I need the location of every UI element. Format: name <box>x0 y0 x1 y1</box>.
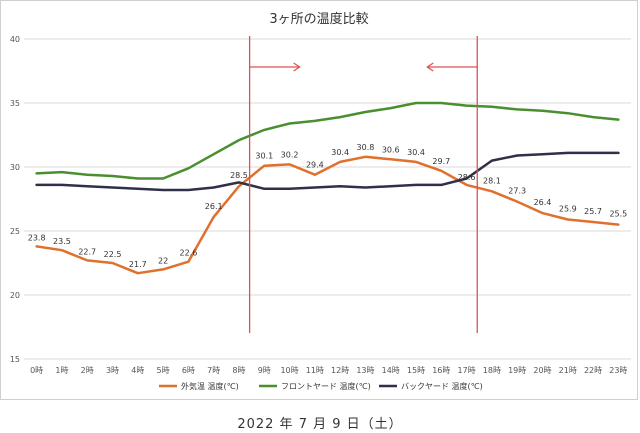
legend-item-0: 外気温 温度(℃) <box>159 381 239 391</box>
data-label: 28.1 <box>483 176 501 185</box>
data-label: 30.8 <box>357 143 375 152</box>
data-label: 21.7 <box>129 260 147 269</box>
x-tick-label: 3時 <box>106 366 119 375</box>
y-tick-label: 25 <box>10 227 20 236</box>
x-tick-label: 4時 <box>131 366 144 375</box>
x-tick-label: 1時 <box>55 366 68 375</box>
data-label: 28.5 <box>230 171 248 180</box>
data-label: 30.4 <box>331 148 349 157</box>
legend-item-1: フロントヤード 温度(℃) <box>259 381 371 391</box>
x-tick-label: 17時 <box>458 366 476 375</box>
x-tick-label: 18時 <box>483 366 501 375</box>
y-tick-label: 40 <box>10 35 20 44</box>
x-tick-label: 15時 <box>407 366 425 375</box>
data-label: 22.6 <box>179 249 197 258</box>
footer-date: 2022 年 7 月 9 日（土） <box>237 417 403 432</box>
data-label: 27.3 <box>508 187 526 196</box>
series-layer <box>35 101 620 275</box>
data-label: 26.1 <box>205 202 223 211</box>
x-axis-tick-labels: 0時 1時 2時 3時 4時 5時 6時 7時 8時 9時 10時 11時 12時 13時 14時 15時 16… <box>30 366 627 375</box>
x-tick-label: 20時 <box>533 366 551 375</box>
marker-arrow-right <box>249 62 301 72</box>
x-tick-label: 10時 <box>280 366 298 375</box>
data-label: 29.4 <box>306 161 324 170</box>
y-axis-tick-labels: 15 20 25 30 35 40 <box>10 35 20 364</box>
y-tick-label: 15 <box>10 355 20 364</box>
data-label: 25.5 <box>609 210 627 219</box>
data-label: 22.5 <box>104 250 122 259</box>
y-tick-label: 20 <box>10 291 20 300</box>
x-tick-label: 13時 <box>356 366 374 375</box>
legend-label: バックヤード 温度(℃) <box>401 381 483 391</box>
data-label: 26.4 <box>534 198 552 207</box>
series-line-1 <box>35 101 620 180</box>
x-tick-label: 11時 <box>306 366 324 375</box>
data-label: 22 <box>158 256 168 265</box>
temperature-line-chart: 3ヶ所の温度比較 15 20 25 30 35 40 0時 1時 2時 3時 4時 5時 6時 7時 8時… <box>10 11 631 391</box>
data-label: 30.6 <box>382 145 400 154</box>
x-tick-label: 5時 <box>157 366 170 375</box>
y-tick-label: 30 <box>10 163 20 172</box>
x-tick-label: 8時 <box>232 366 245 375</box>
data-label: 22.7 <box>78 247 96 256</box>
data-label: 30.2 <box>281 150 299 159</box>
x-tick-label: 14時 <box>382 366 400 375</box>
data-label: 25.7 <box>584 207 602 216</box>
x-tick-label: 16時 <box>432 366 450 375</box>
x-tick-label: 21時 <box>559 366 577 375</box>
y-tick-label: 35 <box>10 99 20 108</box>
x-tick-label: 0時 <box>30 366 43 375</box>
marker-layer <box>248 36 478 333</box>
legend-item-2: バックヤード 温度(℃) <box>379 381 483 391</box>
x-tick-label: 12時 <box>331 366 349 375</box>
legend: 外気温 温度(℃) フロントヤード 温度(℃) バックヤード 温度(℃) <box>159 381 483 391</box>
data-label: 25.9 <box>559 204 577 213</box>
x-tick-label: 2時 <box>81 366 94 375</box>
x-tick-label: 22時 <box>584 366 602 375</box>
data-label: 23.5 <box>53 237 71 246</box>
data-label: 29.7 <box>432 157 450 166</box>
x-tick-label: 9時 <box>258 366 271 375</box>
data-labels: 23.8 23.5 22.7 22.5 21.7 22 22.6 26.1 28.5 30.1 30… <box>28 143 628 269</box>
data-label: 30.4 <box>407 148 425 157</box>
x-tick-label: 23時 <box>609 366 627 375</box>
x-tick-label: 19時 <box>508 366 526 375</box>
data-label: 23.8 <box>28 233 46 242</box>
data-label: 30.1 <box>255 152 273 161</box>
series-line-2 <box>35 151 620 192</box>
legend-label: 外気温 温度(℃) <box>181 381 239 391</box>
marker-arrow-left <box>426 62 478 72</box>
series-line-0 <box>35 155 620 275</box>
grid-lines <box>24 38 631 360</box>
legend-label: フロントヤード 温度(℃) <box>281 381 371 391</box>
data-label: 28.6 <box>458 173 476 182</box>
chart-title: 3ヶ所の温度比較 <box>269 11 368 27</box>
x-tick-label: 7時 <box>207 366 220 375</box>
x-tick-label: 6時 <box>182 366 195 375</box>
chart-frame: 3ヶ所の温度比較 15 20 25 30 35 40 0時 1時 2時 3時 4時 5時 6時 7時 8時… <box>0 0 638 400</box>
